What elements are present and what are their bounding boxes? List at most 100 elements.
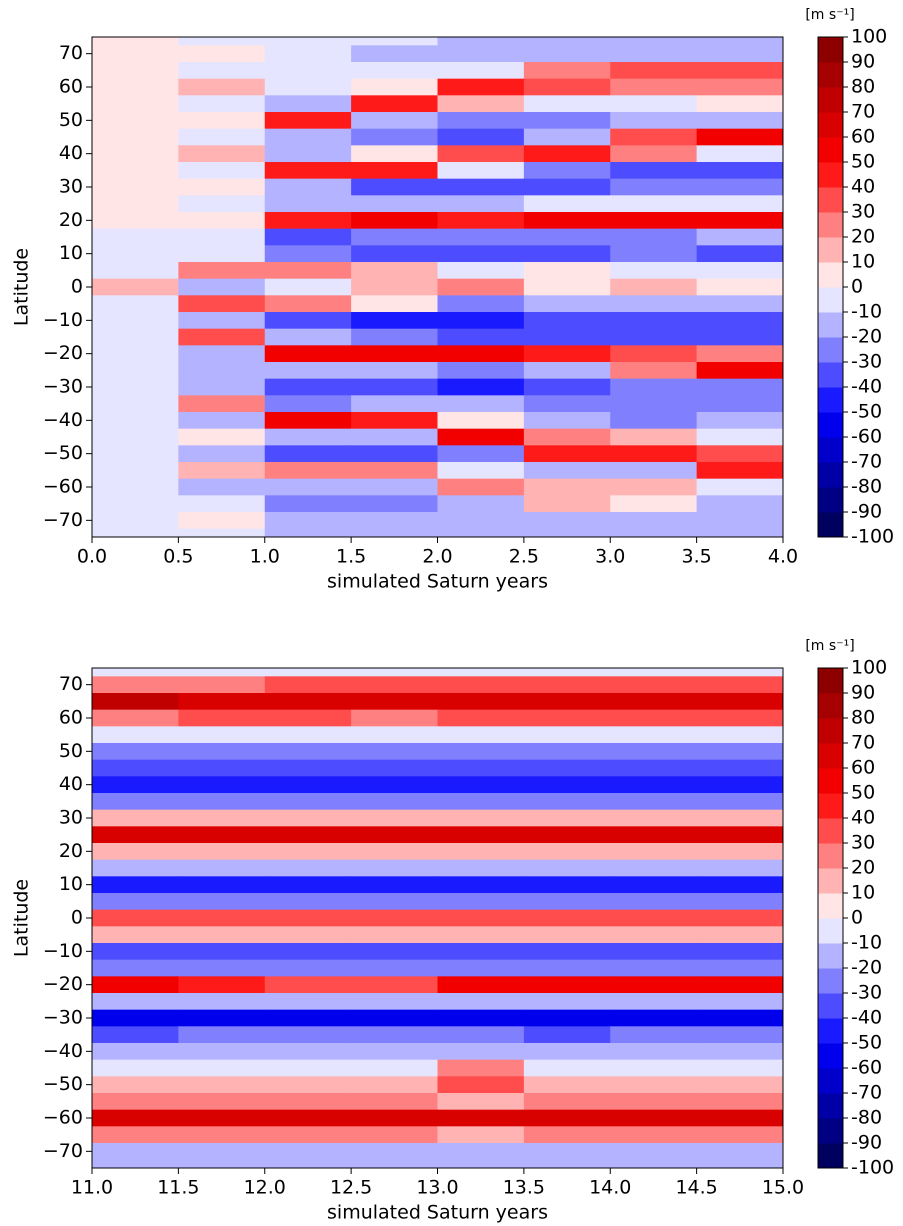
cell [523,809,611,827]
cell [696,462,783,480]
cell [610,776,698,794]
colorbar-segment [818,768,843,794]
cell [437,743,525,761]
cell [437,128,525,146]
x-tick-label: 2.0 [422,546,452,568]
cell [178,876,266,894]
colorbar-segment [818,212,843,238]
cell [264,37,352,46]
cell [523,776,611,794]
y-tick-label: −70 [43,509,83,531]
cell [696,1143,783,1161]
cell [92,1009,179,1027]
cell [523,926,611,944]
cell [178,709,266,727]
cell [351,1159,438,1168]
cell [437,1126,525,1144]
cell [523,1093,611,1111]
cell [523,1059,611,1077]
cell [92,1026,179,1044]
cell [610,876,698,894]
x-tick-label: 4.0 [768,546,798,568]
cell [437,262,525,280]
cell [178,162,266,180]
cell [696,1009,783,1027]
cell [523,1043,611,1061]
cell [92,128,179,146]
cell [92,976,179,994]
y-tick-label: 10 [59,242,83,264]
cell [610,976,698,994]
cell [351,976,438,994]
cell [437,512,525,530]
cell [696,676,783,694]
cell [178,78,266,96]
cell [696,1043,783,1061]
y-tick-label: 60 [59,76,83,98]
cell [264,262,352,280]
cell [92,62,179,80]
cell [178,1093,266,1111]
cell [696,212,783,230]
cell [437,495,525,513]
cell [437,759,525,777]
colorbar-tick-label: 40 [851,176,875,198]
cell [437,162,525,180]
cell [696,668,783,677]
cell [696,295,783,313]
cell [178,776,266,794]
cell [437,278,525,296]
cell [92,412,179,430]
cell [178,1026,266,1044]
cell [351,1009,438,1027]
colorbar-segment [818,668,843,694]
cell [610,893,698,911]
cell [178,295,266,313]
cell [264,62,352,80]
cell [351,1059,438,1077]
cell [92,95,179,113]
cell [696,693,783,711]
colorbar-tick-label: -50 [851,401,882,423]
colorbar-segment [818,1093,843,1119]
cell [178,228,266,246]
cell [696,278,783,296]
colorbar-tick-label: -30 [851,982,882,1004]
cell [264,843,352,861]
cell [92,178,179,196]
colorbar-segment [818,512,843,538]
cell [264,345,352,363]
cell [92,312,179,330]
cell [523,1076,611,1094]
cell [523,395,611,413]
cell [696,993,783,1011]
cell [92,843,179,861]
cell [92,512,179,530]
cell [696,528,783,537]
cell [264,212,352,230]
cell [178,528,266,537]
cell [351,1109,438,1127]
cell [92,793,179,811]
colorbar-tick-label: 50 [851,151,875,173]
cell [523,976,611,994]
cell [178,62,266,80]
cell [696,843,783,861]
y-tick-label: −50 [43,1073,83,1095]
cell [264,693,352,711]
cell [610,859,698,877]
cell [92,893,179,911]
colorbar-segment [818,693,843,719]
colorbar-tick-label: -10 [851,932,882,954]
cell [610,809,698,827]
cell [264,78,352,96]
cell [610,793,698,811]
colorbar-segment [818,968,843,994]
cell [178,345,266,363]
y-tick-label: 0 [71,907,83,929]
cell [351,676,438,694]
colorbar-segment [818,818,843,844]
colorbar-tick-label: 40 [851,807,875,829]
x-tick-label: 2.5 [509,546,539,568]
cell [437,328,525,346]
